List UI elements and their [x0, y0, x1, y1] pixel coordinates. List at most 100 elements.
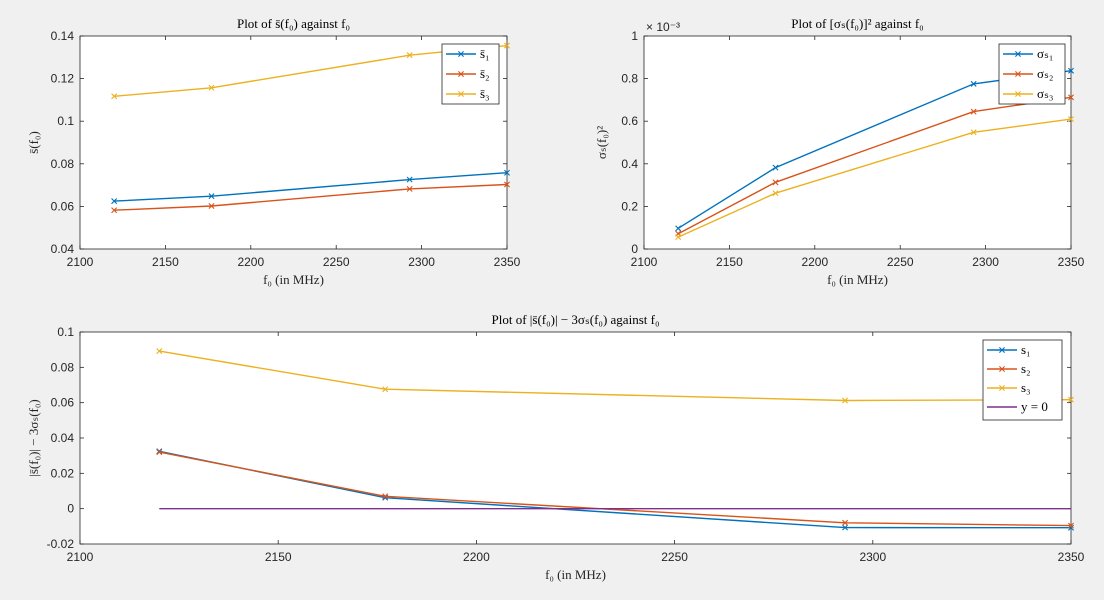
x-tick-label: 2250 — [887, 255, 914, 269]
x-tick-label: 2250 — [661, 550, 688, 564]
y-tick-label: 0.06 — [51, 396, 75, 410]
y-tick-label: 0.8 — [621, 72, 638, 86]
series-line — [159, 350, 1072, 402]
legend-marker — [1015, 51, 1021, 57]
data-point-marker — [970, 129, 977, 136]
legend-marker — [1015, 91, 1021, 97]
y-axis-label: |s̄(f₀)| − 3σₛ(f₀) — [26, 399, 41, 477]
chart-panel-1: 2100 2150 2200 2250 2300 2350 0.04 0.06 0.08 0.1 0… — [26, 16, 521, 287]
y-tick-label: 0.14 — [51, 29, 75, 43]
x-tick-label: 2350 — [1058, 255, 1085, 269]
legend-marker — [1015, 71, 1021, 77]
legend-marker — [458, 51, 464, 57]
x-tick-label: 2350 — [1058, 550, 1085, 564]
x-tick-label: 2150 — [265, 550, 292, 564]
legend-entry: y = 0 — [1021, 399, 1048, 414]
data-point-marker — [406, 176, 413, 183]
series-2 — [156, 449, 1074, 529]
data-point-marker — [382, 493, 389, 500]
y-axis-label: s̄(f₀) — [26, 131, 41, 154]
data-point-marker — [111, 93, 118, 100]
x-tick-label: 2200 — [463, 550, 490, 564]
data-point-marker — [406, 185, 413, 192]
data-point-marker — [675, 234, 682, 241]
legend-marker — [999, 366, 1005, 372]
x-axis-label: f₀ (in MHz) — [827, 272, 888, 287]
x-axis-label: f₀ (in MHz) — [545, 567, 606, 582]
series-line — [114, 172, 508, 202]
y-tick-label: 1 — [631, 29, 638, 43]
data-point-marker — [208, 84, 215, 91]
legend-entry: s₁ — [1021, 342, 1031, 357]
y-tick-label: 0 — [67, 502, 74, 516]
data-point-marker — [504, 42, 510, 49]
x-axis-label: f₀ (in MHz) — [263, 272, 324, 287]
data-point-marker — [772, 190, 779, 197]
data-point-marker — [1068, 94, 1074, 101]
data-point-marker — [504, 181, 510, 188]
series-3 — [156, 348, 1074, 404]
y-tick-label: 0 — [631, 242, 638, 256]
data-point-marker — [675, 225, 682, 232]
data-point-marker — [970, 80, 977, 87]
x-tick-label: 2300 — [972, 255, 999, 269]
data-point-marker — [208, 193, 215, 200]
data-point-marker — [111, 207, 118, 214]
y-tick-label: 0.04 — [51, 242, 75, 256]
data-point-marker — [382, 386, 389, 393]
legend-entry: σₛ₁ — [1037, 46, 1053, 61]
legend-marker — [458, 71, 464, 77]
data-point-marker — [1068, 116, 1074, 123]
y-tick-label: -0.02 — [47, 537, 75, 551]
series-1 — [111, 169, 510, 205]
legend-entry: s̄₃ — [480, 86, 490, 101]
data-point-marker — [111, 198, 118, 205]
legend[interactable]: s̄₁ s̄₂ s̄₃ — [441, 43, 500, 105]
data-point-marker — [842, 519, 849, 526]
data-point-marker — [842, 524, 849, 531]
legend-marker — [999, 385, 1005, 391]
data-point-marker — [156, 449, 163, 456]
chart-title: Plot of [σₛ(f₀)]² against f₀ — [791, 16, 923, 31]
series-line — [677, 118, 1072, 238]
y-tick-label: 0.04 — [51, 431, 75, 445]
y-tick-label: 0.1 — [57, 114, 74, 128]
y-tick-label: 0.08 — [51, 157, 75, 171]
x-tick-label: 2300 — [408, 255, 435, 269]
chart-title: Plot of s̄(f₀) against f₀ — [237, 16, 350, 31]
data-point-marker — [772, 164, 779, 171]
data-point-marker — [208, 202, 215, 209]
y-tick-label: 0.06 — [51, 199, 75, 213]
legend-marker — [458, 91, 464, 97]
legend[interactable]: s₁ s₂ s₃ y = 0 — [982, 339, 1063, 421]
legend-entry: σₛ₃ — [1037, 86, 1053, 101]
chart-title: Plot of |s̄(f₀)| − 3σₛ(f₀) against f₀ — [492, 312, 660, 327]
x-tick-label: 2300 — [859, 550, 886, 564]
legend[interactable]: σₛ₁ σₛ₂ σₛ₃ — [998, 43, 1066, 105]
legend-entry: σₛ₂ — [1037, 66, 1053, 81]
chart-panel-2: 2100 2150 2200 2250 2300 2350 0 0.2 0.4 0.6 0.8 1 × … — [594, 16, 1085, 287]
x-tick-label: 2250 — [323, 255, 350, 269]
data-point-marker — [1068, 396, 1074, 403]
data-point-marker — [842, 397, 849, 404]
data-point-marker — [504, 169, 510, 176]
y-tick-label: 0.4 — [621, 157, 638, 171]
y-tick-label: 0.08 — [51, 360, 75, 374]
legend-entry: s̄₂ — [480, 66, 490, 81]
data-point-marker — [772, 179, 779, 186]
y-axis-label: σₛ(f₀)² — [594, 126, 609, 159]
series-2 — [111, 181, 510, 214]
x-tick-label: 2200 — [801, 255, 828, 269]
x-tick-label: 2150 — [716, 255, 743, 269]
y-tick-label: 0.12 — [51, 72, 75, 86]
series-3 — [675, 116, 1074, 241]
y-tick-label: 0.1 — [57, 325, 74, 339]
legend-entry: s₃ — [1021, 380, 1031, 395]
data-point-marker — [970, 108, 977, 115]
x-tick-label: 2100 — [631, 255, 658, 269]
legend-entry: s₂ — [1021, 361, 1031, 376]
legend-marker — [999, 347, 1005, 353]
series-line — [159, 451, 1072, 527]
data-point-marker — [1068, 67, 1074, 74]
